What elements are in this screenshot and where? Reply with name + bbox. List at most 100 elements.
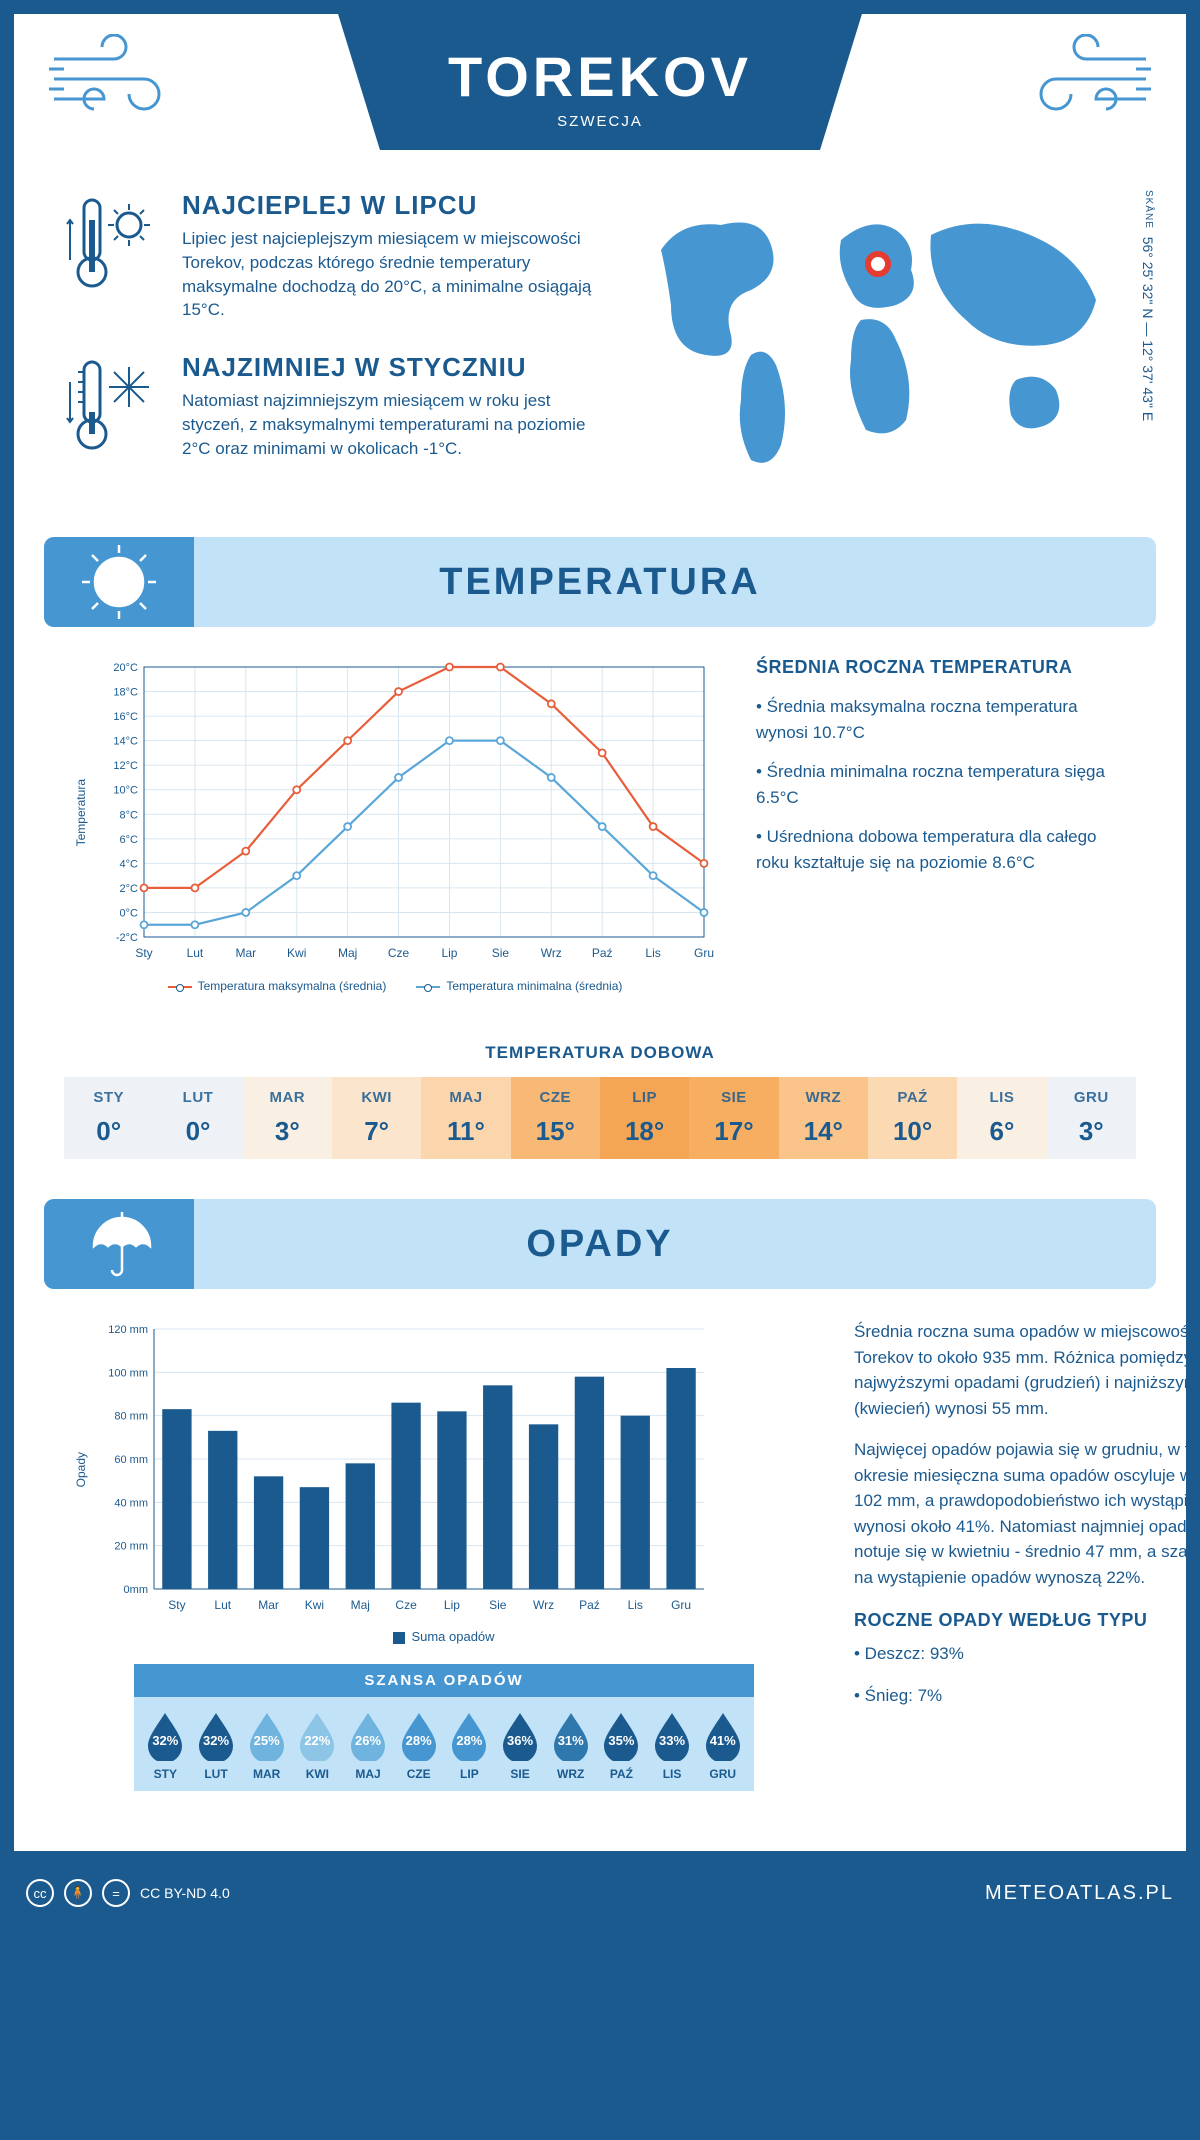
- daily-cell: MAR3°: [243, 1077, 332, 1159]
- nd-icon: =: [102, 1879, 130, 1907]
- drop-icon: 25%: [246, 1711, 288, 1761]
- thermometer-cold-icon: [64, 352, 164, 467]
- svg-text:Kwi: Kwi: [305, 1598, 324, 1612]
- chance-cell: 28%CZE: [393, 1711, 444, 1781]
- location-country: SZWECJA: [448, 113, 752, 130]
- svg-text:Lut: Lut: [187, 946, 204, 960]
- svg-text:Lip: Lip: [441, 946, 457, 960]
- svg-text:Lis: Lis: [628, 1598, 643, 1612]
- svg-text:Cze: Cze: [388, 946, 410, 960]
- daily-cell: LIS6°: [957, 1077, 1046, 1159]
- svg-text:Wrz: Wrz: [541, 946, 562, 960]
- svg-text:Sty: Sty: [168, 1598, 185, 1612]
- daily-cell: SIE17°: [689, 1077, 778, 1159]
- svg-text:12°C: 12°C: [113, 760, 138, 772]
- daily-temp-heading: TEMPERATURA DOBOWA: [14, 1043, 1186, 1063]
- precip-summary: Średnia roczna suma opadów w miejscowośc…: [854, 1319, 1200, 1821]
- svg-text:Maj: Maj: [351, 1598, 370, 1612]
- chance-cell: 22%KWI: [292, 1711, 343, 1781]
- footer: cc 🧍 = CC BY-ND 4.0 METEOATLAS.PL: [0, 1865, 1200, 1921]
- chance-cell: 28%LIP: [444, 1711, 495, 1781]
- daily-cell: CZE15°: [511, 1077, 600, 1159]
- svg-text:Mar: Mar: [258, 1598, 279, 1612]
- svg-text:0°C: 0°C: [120, 908, 139, 920]
- svg-text:Mar: Mar: [235, 946, 256, 960]
- daily-temp-table: STY0°LUT0°MAR3°KWI7°MAJ11°CZE15°LIP18°SI…: [64, 1077, 1136, 1159]
- daily-cell: WRZ14°: [779, 1077, 868, 1159]
- svg-text:Sie: Sie: [489, 1598, 507, 1612]
- chance-cell: 25%MAR: [241, 1711, 292, 1781]
- chance-cell: 41%GRU: [697, 1711, 748, 1781]
- precip-bar-chart: Opady 0mm20 mm40 mm60 mm80 mm100 mm120 m…: [74, 1319, 814, 1619]
- svg-text:Lis: Lis: [645, 946, 660, 960]
- drop-icon: 22%: [296, 1711, 338, 1761]
- daily-cell: STY0°: [64, 1077, 153, 1159]
- chance-cell: 31%WRZ: [545, 1711, 596, 1781]
- svg-text:4°C: 4°C: [120, 859, 139, 871]
- svg-text:16°C: 16°C: [113, 711, 138, 723]
- license: cc 🧍 = CC BY-ND 4.0: [26, 1879, 230, 1907]
- svg-text:8°C: 8°C: [120, 809, 139, 821]
- svg-text:80 mm: 80 mm: [114, 1411, 148, 1423]
- drop-icon: 33%: [651, 1711, 693, 1761]
- svg-text:14°C: 14°C: [113, 736, 138, 748]
- drop-icon: 32%: [195, 1711, 237, 1761]
- chance-cell: 26%MAJ: [343, 1711, 394, 1781]
- svg-text:60 mm: 60 mm: [114, 1454, 148, 1466]
- precip-chance-box: SZANSA OPADÓW 32%STY 32%LUT 25%MAR 22%KW…: [134, 1664, 754, 1791]
- wind-icon: [1016, 34, 1156, 129]
- svg-text:Gru: Gru: [694, 946, 714, 960]
- wind-icon: [44, 34, 184, 129]
- precip-legend: Suma opadów: [74, 1629, 814, 1644]
- svg-text:Paź: Paź: [579, 1598, 600, 1612]
- chance-cell: 35%PAŹ: [596, 1711, 647, 1781]
- svg-text:Sie: Sie: [492, 946, 510, 960]
- daily-cell: GRU3°: [1047, 1077, 1136, 1159]
- temp-ylabel: Temperatura: [74, 779, 88, 846]
- svg-text:Kwi: Kwi: [287, 946, 306, 960]
- svg-text:Paź: Paź: [592, 946, 613, 960]
- chance-cell: 33%LIS: [647, 1711, 698, 1781]
- warmest-title: NAJCIEPLEJ W LIPCU: [182, 190, 606, 221]
- avg-temp-heading: ŚREDNIA ROCZNA TEMPERATURA: [756, 657, 1126, 678]
- svg-text:18°C: 18°C: [113, 687, 138, 699]
- warmest-text: Lipiec jest najcieplejszym miesiącem w m…: [182, 227, 606, 322]
- daily-cell: MAJ11°: [421, 1077, 510, 1159]
- svg-text:10°C: 10°C: [113, 785, 138, 797]
- coordinates: SKÅNE 56° 25' 32" N — 12° 37' 43" E: [1140, 190, 1156, 421]
- coldest-block: NAJZIMNIEJ W STYCZNIU Natomiast najzimni…: [64, 352, 606, 467]
- world-map: SKÅNE 56° 25' 32" N — 12° 37' 43" E: [636, 190, 1136, 497]
- header: TOREKOV SZWECJA: [14, 14, 1186, 180]
- coldest-title: NAJZIMNIEJ W STYCZNIU: [182, 352, 606, 383]
- warmest-block: NAJCIEPLEJ W LIPCU Lipiec jest najcieple…: [64, 190, 606, 322]
- svg-text:2°C: 2°C: [120, 883, 139, 895]
- svg-text:20 mm: 20 mm: [114, 1541, 148, 1553]
- daily-cell: LIP18°: [600, 1077, 689, 1159]
- temperature-heading: TEMPERATURA: [439, 561, 761, 604]
- temp-summary: ŚREDNIA ROCZNA TEMPERATURA • Średnia mak…: [756, 657, 1126, 993]
- location-title: TOREKOV: [448, 44, 752, 109]
- svg-text:100 mm: 100 mm: [108, 1368, 148, 1380]
- cc-icon: cc: [26, 1879, 54, 1907]
- drop-icon: 28%: [398, 1711, 440, 1761]
- site-name: METEOATLAS.PL: [985, 1882, 1174, 1905]
- by-icon: 🧍: [64, 1879, 92, 1907]
- svg-text:Lip: Lip: [444, 1598, 460, 1612]
- drop-icon: 26%: [347, 1711, 389, 1761]
- svg-text:Gru: Gru: [671, 1598, 691, 1612]
- coldest-text: Natomiast najzimniejszym miesiącem w rok…: [182, 389, 606, 460]
- drop-icon: 41%: [702, 1711, 744, 1761]
- temperature-line-chart: Temperatura -2°C0°C2°C4°C6°C8°C10°C12°C1…: [74, 657, 716, 993]
- drop-icon: 35%: [600, 1711, 642, 1761]
- svg-text:Wrz: Wrz: [533, 1598, 554, 1612]
- precip-heading: OPADY: [526, 1223, 673, 1266]
- drop-icon: 36%: [499, 1711, 541, 1761]
- svg-text:Cze: Cze: [395, 1598, 417, 1612]
- title-banner: TOREKOV SZWECJA: [338, 14, 862, 150]
- daily-cell: KWI7°: [332, 1077, 421, 1159]
- svg-text:120 mm: 120 mm: [108, 1324, 148, 1336]
- precip-ylabel: Opady: [74, 1452, 88, 1487]
- temp-legend: Temperatura maksymalna (średnia) Tempera…: [74, 979, 716, 993]
- drop-icon: 31%: [550, 1711, 592, 1761]
- svg-text:Sty: Sty: [135, 946, 152, 960]
